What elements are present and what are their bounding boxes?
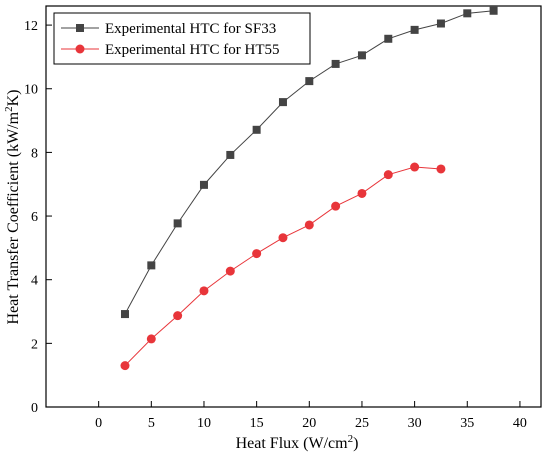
data-point-ht55 [383, 170, 393, 180]
legend-item-ht55: Experimental HTC for HT55 [61, 42, 280, 58]
data-point-sf33 [147, 261, 156, 270]
data-point-ht55 [410, 162, 420, 172]
plot-frame [45, 5, 542, 408]
y-axis-title: Heat Transfer Coefficient (kW/m2K) [3, 90, 22, 325]
data-point-sf33 [120, 310, 129, 319]
x-axis-title: Heat Flux (W/cm2) [236, 433, 359, 452]
legend-item-sf33: Experimental HTC for SF33 [61, 21, 276, 37]
data-point-sf33 [489, 6, 498, 15]
legend-box [53, 12, 311, 65]
data-point-sf33 [252, 125, 261, 134]
series-layer [120, 6, 498, 371]
data-point-sf33 [410, 25, 419, 34]
series-sf33 [120, 6, 498, 319]
x-tick-label: 10 [197, 416, 211, 431]
series-ht55 [120, 162, 446, 371]
x-tick-label: 0 [95, 416, 102, 431]
legend-marker-sf33 [76, 24, 84, 32]
x-tick-label: 20 [302, 416, 316, 431]
data-point-sf33 [278, 98, 287, 107]
y-tick-label: 8 [31, 146, 38, 161]
legend: Experimental HTC for SF33 Experimental H… [53, 12, 311, 65]
x-tick-label: 40 [513, 416, 527, 431]
data-point-sf33 [305, 77, 314, 86]
data-point-ht55 [278, 233, 288, 243]
y-tick-label: 2 [31, 337, 38, 352]
data-point-sf33 [173, 219, 182, 228]
data-point-ht55 [225, 266, 235, 276]
y-axis-ticks: 0 2 4 6 8 10 12 [24, 19, 52, 416]
data-point-sf33 [357, 51, 366, 60]
data-point-ht55 [436, 164, 446, 174]
legend-label-sf33: Experimental HTC for SF33 [105, 21, 276, 37]
data-point-sf33 [199, 180, 208, 189]
x-tick-label: 15 [250, 416, 264, 431]
data-point-sf33 [226, 150, 235, 159]
data-point-ht55 [357, 188, 367, 198]
data-point-sf33 [463, 9, 472, 18]
y-tick-label: 10 [24, 83, 38, 98]
legend-label-ht55: Experimental HTC for HT55 [105, 42, 280, 58]
y-tick-label: 0 [31, 401, 38, 416]
x-tick-label: 30 [408, 416, 422, 431]
y-tick-label: 12 [24, 19, 38, 34]
series-line-ht55 [124, 166, 441, 366]
x-tick-label: 5 [148, 416, 155, 431]
x-tick-label: 35 [460, 416, 474, 431]
legend-marker-ht55 [75, 44, 85, 54]
x-tick-label: 25 [355, 416, 369, 431]
data-point-sf33 [331, 59, 340, 68]
x-axis-ticks: 0 5 10 15 20 25 30 35 40 [95, 401, 527, 431]
data-point-ht55 [331, 201, 341, 211]
data-point-sf33 [436, 19, 445, 28]
data-point-ht55 [146, 334, 156, 344]
y-tick-label: 4 [31, 274, 38, 289]
data-point-ht55 [252, 249, 262, 259]
data-point-sf33 [384, 34, 393, 43]
data-point-ht55 [173, 311, 183, 321]
data-point-ht55 [304, 220, 314, 230]
data-point-ht55 [120, 361, 130, 371]
y-tick-label: 6 [31, 210, 38, 225]
data-point-ht55 [199, 286, 209, 296]
